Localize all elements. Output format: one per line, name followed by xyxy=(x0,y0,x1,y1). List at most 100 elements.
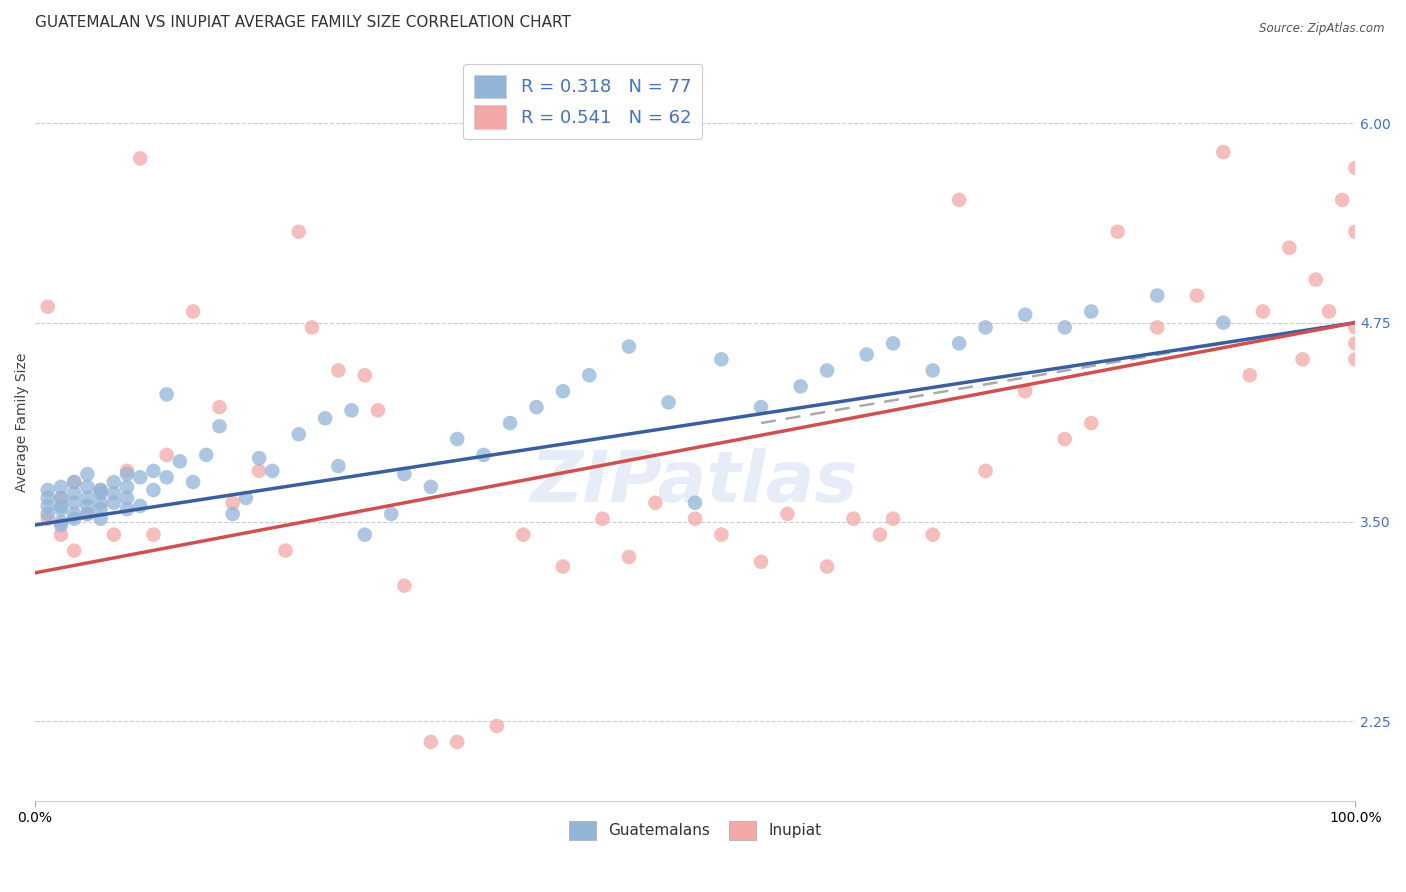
Point xyxy=(921,527,943,541)
Point xyxy=(49,502,72,516)
Point xyxy=(115,491,138,505)
Point xyxy=(314,411,336,425)
Point xyxy=(156,448,179,462)
Point xyxy=(683,496,706,510)
Point xyxy=(76,507,98,521)
Point xyxy=(262,464,284,478)
Point xyxy=(63,486,86,500)
Point xyxy=(1251,304,1274,318)
Point xyxy=(235,491,257,505)
Point xyxy=(221,507,243,521)
Point xyxy=(644,496,666,510)
Point xyxy=(287,225,309,239)
Point xyxy=(869,527,891,541)
Point xyxy=(512,527,534,541)
Point xyxy=(855,347,877,361)
Point xyxy=(90,483,112,497)
Point xyxy=(974,464,997,478)
Point xyxy=(551,384,574,399)
Point xyxy=(1278,241,1301,255)
Point xyxy=(882,512,904,526)
Point xyxy=(394,579,416,593)
Point xyxy=(1053,432,1076,446)
Point xyxy=(1080,304,1102,318)
Point xyxy=(103,486,125,500)
Point xyxy=(90,512,112,526)
Point xyxy=(1053,320,1076,334)
Text: Source: ZipAtlas.com: Source: ZipAtlas.com xyxy=(1260,22,1385,36)
Point xyxy=(1146,320,1168,334)
Point xyxy=(842,512,865,526)
Point xyxy=(658,395,681,409)
Text: GUATEMALAN VS INUPIAT AVERAGE FAMILY SIZE CORRELATION CHART: GUATEMALAN VS INUPIAT AVERAGE FAMILY SIZ… xyxy=(35,15,571,30)
Point xyxy=(195,448,218,462)
Point xyxy=(1014,384,1036,399)
Point xyxy=(181,475,204,489)
Point xyxy=(76,507,98,521)
Point xyxy=(683,512,706,526)
Point xyxy=(380,507,402,521)
Point xyxy=(156,470,179,484)
Point xyxy=(90,502,112,516)
Point xyxy=(1305,272,1327,286)
Point xyxy=(49,491,72,505)
Point xyxy=(76,480,98,494)
Point xyxy=(419,735,441,749)
Point xyxy=(948,193,970,207)
Point xyxy=(49,499,72,513)
Point xyxy=(353,368,375,383)
Point xyxy=(247,451,270,466)
Point xyxy=(49,491,72,505)
Point xyxy=(37,512,59,526)
Point xyxy=(710,352,733,367)
Point xyxy=(749,555,772,569)
Y-axis label: Average Family Size: Average Family Size xyxy=(15,352,30,492)
Point xyxy=(90,486,112,500)
Point xyxy=(789,379,811,393)
Point xyxy=(76,499,98,513)
Point xyxy=(221,496,243,510)
Point xyxy=(815,363,838,377)
Point xyxy=(1344,336,1367,351)
Point xyxy=(103,527,125,541)
Point xyxy=(1212,316,1234,330)
Point xyxy=(578,368,600,383)
Point xyxy=(90,496,112,510)
Point xyxy=(142,527,165,541)
Point xyxy=(37,300,59,314)
Point xyxy=(1185,288,1208,302)
Point xyxy=(499,416,522,430)
Point xyxy=(815,559,838,574)
Point xyxy=(37,507,59,521)
Point xyxy=(37,491,59,505)
Point xyxy=(340,403,363,417)
Point xyxy=(115,480,138,494)
Point xyxy=(1344,161,1367,175)
Point xyxy=(115,467,138,481)
Point xyxy=(1344,225,1367,239)
Point xyxy=(208,419,231,434)
Point xyxy=(49,527,72,541)
Point xyxy=(1331,193,1354,207)
Point xyxy=(103,496,125,510)
Point xyxy=(63,507,86,521)
Point xyxy=(1239,368,1261,383)
Point xyxy=(419,480,441,494)
Point xyxy=(1212,145,1234,159)
Point xyxy=(710,527,733,541)
Point xyxy=(142,483,165,497)
Point xyxy=(103,475,125,489)
Point xyxy=(749,400,772,414)
Point xyxy=(353,527,375,541)
Point xyxy=(49,480,72,494)
Point xyxy=(1080,416,1102,430)
Point xyxy=(208,400,231,414)
Point xyxy=(526,400,548,414)
Point xyxy=(882,336,904,351)
Point xyxy=(90,483,112,497)
Point xyxy=(63,475,86,489)
Point xyxy=(115,464,138,478)
Point xyxy=(169,454,191,468)
Point xyxy=(974,320,997,334)
Point xyxy=(551,559,574,574)
